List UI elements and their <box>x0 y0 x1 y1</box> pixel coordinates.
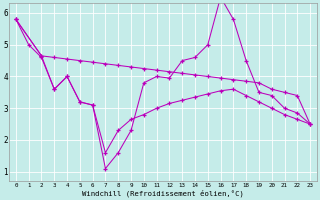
X-axis label: Windchill (Refroidissement éolien,°C): Windchill (Refroidissement éolien,°C) <box>82 189 244 197</box>
